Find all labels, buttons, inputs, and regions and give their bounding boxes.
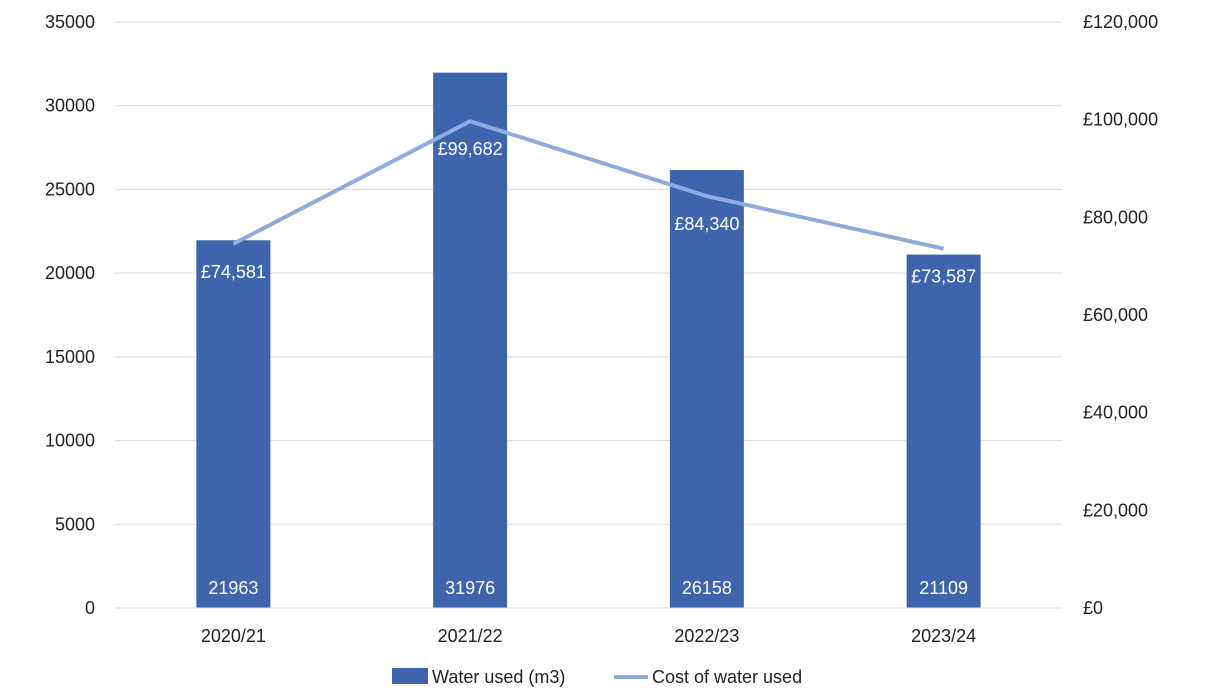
right-tick-label: £60,000	[1083, 305, 1148, 325]
right-tick-label: £80,000	[1083, 207, 1148, 227]
bar	[196, 240, 271, 609]
cost-line-series	[232, 119, 945, 251]
right-tick-label: £120,000	[1083, 12, 1158, 32]
bar-value-label: 31976	[445, 578, 495, 598]
water-used-bars	[196, 72, 981, 609]
right-tick-label: £0	[1083, 598, 1103, 618]
cost-value-label: £74,581	[201, 262, 266, 282]
left-tick-label: 35000	[45, 12, 95, 32]
bar-value-label: 21963	[208, 578, 258, 598]
right-tick-label: £40,000	[1083, 403, 1148, 423]
bar-value-label: 21109	[919, 578, 968, 598]
left-axis: 0 5000 10000 15000 20000 25000 30000 35000	[45, 12, 95, 618]
bar	[433, 72, 508, 609]
data-labels: 21963 31976 26158 21109 £74,581 £99,682 £84,34…	[201, 139, 976, 598]
left-tick-label: 10000	[45, 431, 95, 451]
right-axis: £0 £20,000 £40,000 £60,000 £80,000 £100,000 £1…	[1083, 12, 1158, 618]
x-tick-label: 2020/21	[201, 626, 266, 646]
left-tick-label: 15000	[45, 347, 95, 367]
x-tick-label: 2021/22	[438, 626, 503, 646]
left-tick-label: 20000	[45, 263, 95, 283]
right-tick-label: £20,000	[1083, 500, 1148, 520]
x-tick-label: 2023/24	[911, 626, 976, 646]
cost-line	[232, 119, 945, 251]
left-tick-label: 5000	[55, 514, 95, 534]
right-tick-label: £100,000	[1083, 110, 1158, 130]
bar	[906, 254, 981, 609]
legend: Water used (m3) Cost of water used	[392, 667, 802, 687]
legend-label-water: Water used (m3)	[432, 667, 565, 687]
legend-swatch-water	[392, 668, 428, 684]
bar-value-label: 26158	[682, 578, 732, 598]
left-tick-label: 30000	[45, 96, 95, 116]
left-tick-label: 25000	[45, 179, 95, 199]
bar	[669, 170, 744, 608]
cost-value-label: £84,340	[674, 214, 739, 234]
gridlines	[115, 21, 1062, 609]
cost-value-label: £99,682	[438, 139, 503, 159]
legend-label-cost: Cost of water used	[652, 667, 802, 687]
cost-value-label: £73,587	[911, 267, 976, 287]
x-tick-label: 2022/23	[674, 626, 739, 646]
left-tick-label: 0	[85, 598, 95, 618]
x-axis: 2020/21 2021/22 2022/23 2023/24	[115, 607, 1062, 646]
